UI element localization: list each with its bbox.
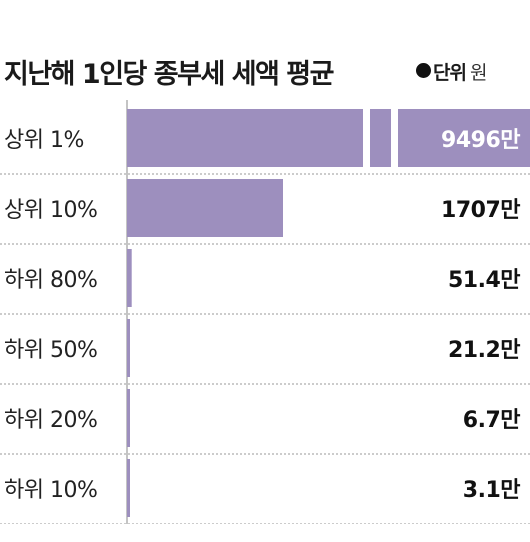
bar bbox=[370, 109, 391, 167]
bar bbox=[127, 109, 363, 167]
value-label: 6.7만 bbox=[463, 408, 520, 433]
value-label: 51.4만 bbox=[448, 268, 520, 293]
category-label: 상위 1% bbox=[4, 128, 84, 153]
category-label: 하위 20% bbox=[4, 408, 97, 433]
value-label: 3.1만 bbox=[463, 478, 520, 503]
value-label: 1707만 bbox=[441, 198, 520, 223]
category-label: 상위 10% bbox=[4, 198, 97, 223]
unit-label: 단위 bbox=[433, 62, 467, 84]
chart-header: 지난해 1인당 종부세 세액 평균 단위 원 bbox=[0, 0, 530, 100]
category-label: 하위 10% bbox=[4, 478, 97, 503]
bar bbox=[127, 249, 132, 307]
bullet-dot-icon bbox=[416, 63, 431, 78]
value-label: 9496만 bbox=[441, 128, 520, 153]
bar bbox=[127, 319, 130, 377]
value-label: 21.2만 bbox=[448, 338, 520, 363]
bar bbox=[127, 459, 130, 517]
unit-indicator: 단위 원 bbox=[416, 58, 487, 85]
bar bbox=[127, 179, 283, 237]
category-label: 하위 50% bbox=[4, 338, 97, 363]
chart-title: 지난해 1인당 종부세 세액 평균 bbox=[4, 59, 334, 90]
unit-value: 원 bbox=[469, 62, 488, 84]
category-label: 하위 80% bbox=[4, 268, 97, 293]
bar bbox=[398, 109, 530, 167]
bar bbox=[127, 389, 130, 447]
